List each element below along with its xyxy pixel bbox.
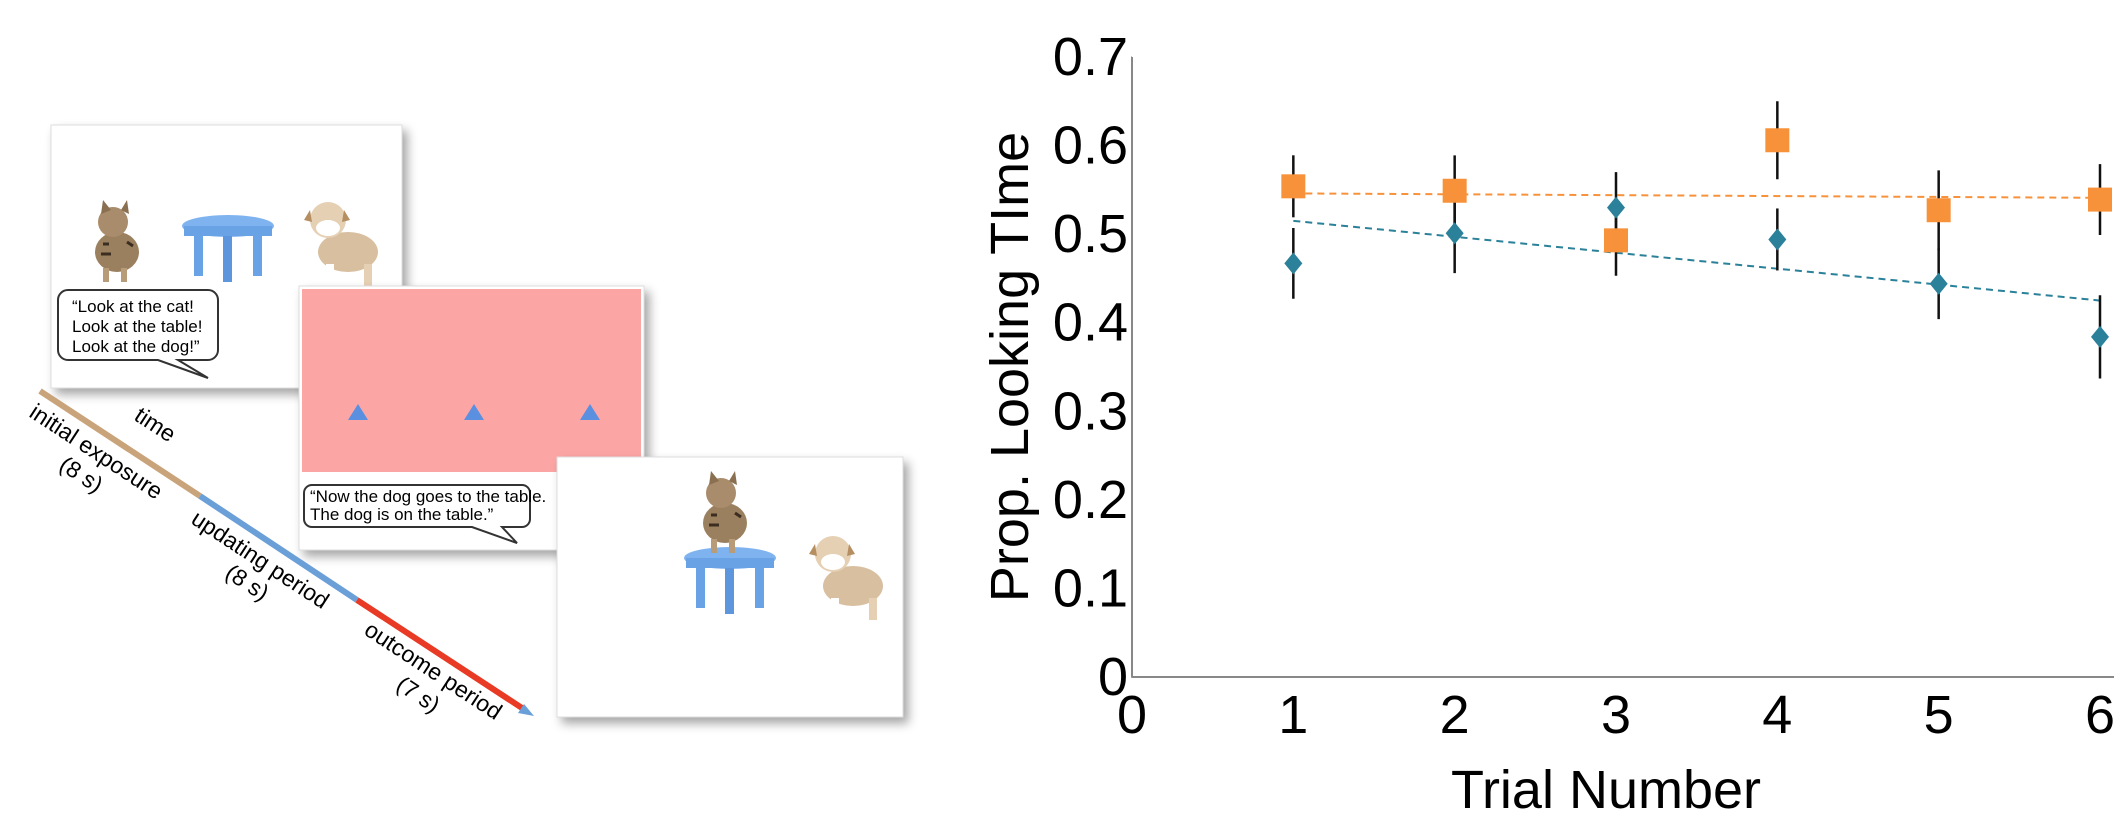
y-tick-label: 0.6	[1053, 116, 1128, 176]
time-label: time	[130, 402, 181, 448]
y-tick-label: 0.4	[1053, 293, 1128, 353]
y-tick-label: 0.1	[1053, 558, 1128, 618]
square-marker	[1443, 179, 1467, 203]
diamond-marker	[2091, 326, 2109, 348]
y-axis-label: Prop. Looking TIme	[980, 132, 1040, 602]
square-marker	[1281, 174, 1305, 198]
speech-line: “Look at the cat!	[72, 297, 194, 316]
trend-line	[1293, 221, 2100, 301]
speech-line: Look at the dog!”	[72, 337, 200, 356]
panel-outcome	[557, 457, 903, 717]
x-axis-label: Trial Number	[1451, 760, 1761, 814]
procedure-diagram: “Look at the cat! Look at the table! Loo…	[25, 125, 903, 725]
square-marker	[2088, 188, 2112, 212]
x-tick-label: 3	[1601, 685, 1631, 745]
diamond-marker	[1284, 252, 1302, 274]
x-tick-label: 0	[1117, 685, 1147, 745]
occluder	[302, 289, 641, 472]
speech-line: “Now the dog goes to the table.	[310, 487, 546, 506]
diamond-marker	[1930, 273, 1948, 295]
square-marker	[1604, 228, 1628, 252]
x-tick-label: 1	[1278, 685, 1308, 745]
y-tick-label: 0.5	[1053, 204, 1128, 264]
table-image	[684, 547, 776, 614]
y-tick-label: 0.2	[1053, 470, 1128, 530]
x-tick-label: 2	[1440, 685, 1470, 745]
x-tick-label: 5	[1924, 685, 1954, 745]
figure: “Look at the cat! Look at the table! Loo…	[0, 0, 2114, 814]
diamond-marker	[1607, 197, 1625, 219]
table-image	[182, 215, 274, 282]
square-marker	[1927, 198, 1951, 222]
diamond-marker	[1768, 228, 1786, 250]
y-tick-label: 0.7	[1053, 27, 1128, 87]
y-tick-label: 0.3	[1053, 381, 1128, 441]
x-tick-label: 6	[2085, 685, 2114, 745]
speech-line: Look at the table!	[72, 317, 202, 336]
speech-line: The dog is on the table.”	[310, 505, 494, 524]
trend-line	[1293, 193, 2100, 197]
square-marker	[1765, 128, 1789, 152]
x-tick-label: 4	[1762, 685, 1792, 745]
diamond-marker	[1446, 222, 1464, 244]
